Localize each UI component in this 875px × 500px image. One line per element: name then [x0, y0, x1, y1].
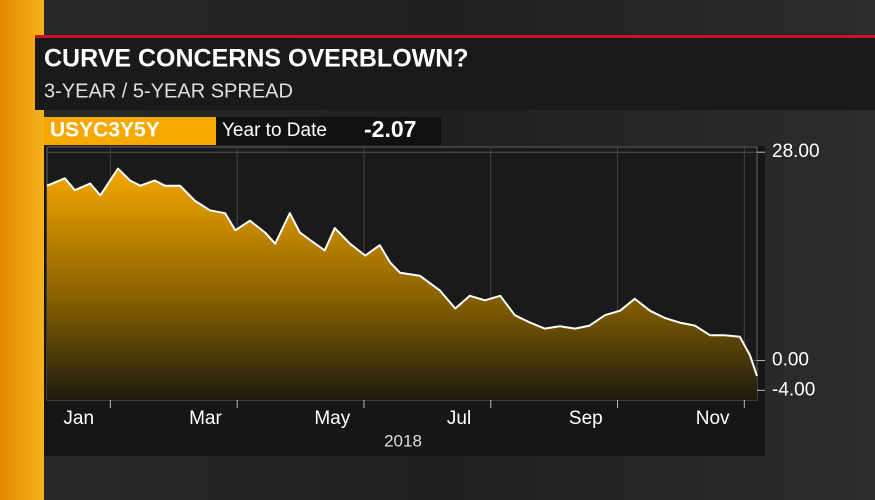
chart-subtitle: 3-YEAR / 5-YEAR SPREAD	[44, 80, 293, 102]
chart-title: CURVE CONCERNS OVERBLOWN?	[44, 45, 469, 73]
x-tick-label: Jul	[447, 408, 471, 429]
y-tick-label: 28.00	[772, 141, 820, 162]
x-axis-label: 2018	[384, 431, 422, 450]
area-fill	[47, 168, 757, 400]
header-panel	[35, 35, 875, 110]
x-tick-label: May	[314, 408, 350, 429]
change-box	[216, 117, 441, 145]
period: Year to Date	[222, 120, 327, 141]
y-tick-label: -4.00	[772, 379, 815, 400]
x-tick-label: Mar	[189, 408, 222, 429]
x-tick-label: Nov	[696, 408, 730, 429]
x-tick-label: Sep	[569, 408, 603, 429]
x-tick-label: Jan	[63, 408, 94, 429]
ticker-box	[44, 117, 216, 145]
ticker: USYC3Y5Y	[50, 119, 160, 142]
header-rule	[35, 35, 875, 38]
y-tick-label: 0.00	[772, 350, 809, 371]
line	[46, 167, 758, 377]
change-value: -2.07	[364, 116, 416, 142]
